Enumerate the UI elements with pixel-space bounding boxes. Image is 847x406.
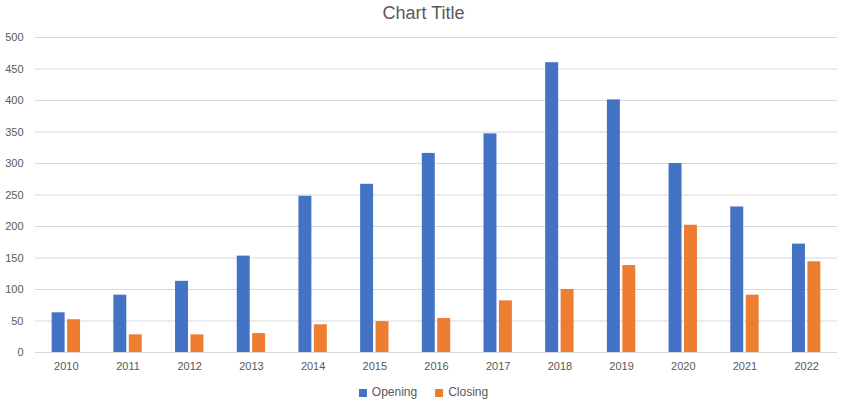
svg-text:2016: 2016 [424, 360, 448, 372]
svg-text:2021: 2021 [733, 360, 757, 372]
svg-text:50: 50 [11, 315, 23, 327]
svg-text:2011: 2011 [116, 360, 140, 372]
svg-text:2010: 2010 [54, 360, 78, 372]
html-text:Opening: Opening [371, 385, 418, 399]
svg-text:350: 350 [5, 126, 23, 138]
svg-text:2019: 2019 [609, 360, 633, 372]
svg-text:2014: 2014 [301, 360, 325, 372]
svg-text:0: 0 [17, 346, 23, 358]
svg-text:400: 400 [5, 94, 23, 106]
svg-text:2020: 2020 [671, 360, 695, 372]
svg-text:250: 250 [5, 189, 23, 201]
svg-text:2012: 2012 [177, 360, 201, 372]
svg-text:150: 150 [5, 252, 23, 264]
svg-text:200: 200 [5, 220, 23, 232]
html-text:Chart Title: Chart Title [382, 3, 465, 23]
svg-text:500: 500 [5, 31, 23, 43]
svg-text:2013: 2013 [239, 360, 263, 372]
svg-text:300: 300 [5, 157, 23, 169]
svg-text:2017: 2017 [486, 360, 510, 372]
svg-text:2022: 2022 [794, 360, 818, 372]
svg-text:100: 100 [5, 283, 23, 295]
html-text:Closing: Closing [448, 385, 489, 399]
svg-text:2018: 2018 [548, 360, 572, 372]
svg-text:450: 450 [5, 63, 23, 75]
svg-text:2015: 2015 [363, 360, 387, 372]
